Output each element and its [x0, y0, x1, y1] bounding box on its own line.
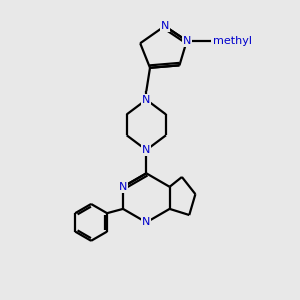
Text: N: N: [142, 218, 151, 227]
Text: N: N: [160, 21, 169, 31]
Text: N: N: [142, 95, 151, 105]
Text: N: N: [119, 182, 127, 192]
Text: N: N: [142, 145, 151, 155]
Text: N: N: [183, 36, 191, 46]
Text: methyl: methyl: [213, 36, 252, 46]
